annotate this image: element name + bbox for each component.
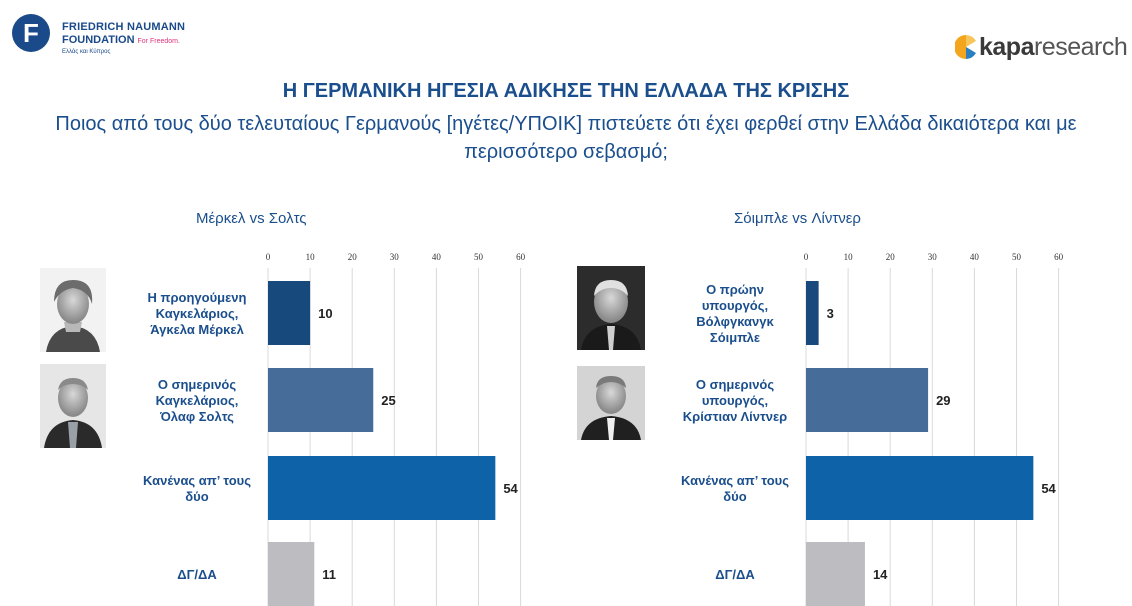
- lindner-photo: [577, 366, 645, 440]
- kapa-name-bold: kapa: [979, 33, 1034, 61]
- merkel-scholz-bar-1: [268, 368, 374, 432]
- chart-title-schauble-lindner: Σόιμπλε vs Λίντνερ: [734, 210, 861, 227]
- kapa-logo-mark: [955, 35, 976, 59]
- merkel-scholz-category-label-3: ΔΓ/ΔΑ: [177, 567, 217, 582]
- schauble-lindner-bar-1: [806, 368, 929, 432]
- fnf-name-line2-text: FOUNDATION: [62, 34, 135, 46]
- schauble-lindner-category-label-0: Ο πρώην υπουργός, Βόλφγκανγκ Σόιμπλε: [696, 282, 774, 345]
- page-subtitle: Ποιος από τους δύο τελευταίους Γερμανούς…: [55, 113, 1077, 163]
- schauble-lindner-bar-2: [806, 456, 1034, 520]
- page-title: Η ΓΕΡΜΑΝΙΚΗ ΗΓΕΣΙΑ ΑΔΙΚΗΣΕ ΤΗΝ ΕΛΛΑΔΑ ΤΗ…: [282, 80, 850, 102]
- chart-schauble-lindner: 0 10 20 30 40 50 60 3 Ο πρώην υπουργός, Βόλφγκανγκ…: [681, 252, 1064, 606]
- chart-merkel-scholz: 0 10 20 30 40 50 60 10 Η προηγούμενη Καγκελάριος,…: [143, 252, 526, 606]
- schauble-lindner-category-label-2: Κανένας απ’ τους δύο: [681, 473, 789, 504]
- merkel-scholz-tick-label-30: 30: [390, 252, 400, 262]
- schauble-lindner-tick-label-50: 50: [1012, 252, 1022, 262]
- merkel-photo: [40, 268, 106, 352]
- kapa-research-logo: kaparesearch: [955, 30, 1128, 66]
- schauble-lindner-value-label-1: 29: [936, 393, 950, 408]
- kapa-logo-text: kaparesearch: [979, 33, 1128, 62]
- fnf-name-line1: FRIEDRICH NAUMANN: [62, 21, 186, 33]
- merkel-scholz-tick-label-20: 20: [348, 252, 358, 262]
- fnf-region: Ελλάς και Κύπρος: [62, 49, 111, 55]
- merkel-scholz-tick-label-50: 50: [474, 252, 484, 262]
- merkel-scholz-category-label-1: Ο σημερινός Καγκελάριος, Όλαφ Σολτς: [156, 377, 239, 424]
- merkel-scholz-bar-0: [268, 281, 311, 345]
- fnf-tagline: For Freedom.: [137, 38, 180, 45]
- merkel-scholz-value-label-3: 11: [322, 567, 336, 582]
- schauble-lindner-value-label-0: 3: [827, 306, 834, 321]
- fnf-logo: F FRIEDRICH NAUMANN FOUNDATION For Freedo…: [10, 12, 210, 62]
- kapa-name-light: research: [1033, 33, 1128, 61]
- merkel-scholz-category-label-2: Κανένας απ’ τους δύο: [143, 473, 251, 504]
- schauble-lindner-category-label-1: Ο σημερινός υπουργός, Κρίστιαν Λίντνερ: [683, 377, 787, 424]
- merkel-scholz-value-label-2: 54: [503, 481, 518, 496]
- merkel-scholz-value-label-0: 10: [318, 306, 332, 321]
- schauble-lindner-tick-label-60: 60: [1054, 252, 1064, 262]
- merkel-scholz-tick-label-60: 60: [516, 252, 526, 262]
- merkel-scholz-bar-2: [268, 456, 496, 520]
- merkel-scholz-tick-label-10: 10: [306, 252, 316, 262]
- chart-title-merkel-scholz: Μέρκελ vs Σολτς: [196, 210, 307, 227]
- schauble-photo: [577, 266, 645, 350]
- fnf-logo-letter: F: [23, 18, 39, 48]
- merkel-scholz-tick-label-40: 40: [432, 252, 442, 262]
- schauble-lindner-tick-label-30: 30: [928, 252, 938, 262]
- merkel-scholz-tick-label-0: 0: [266, 252, 271, 262]
- schauble-lindner-tick-label-20: 20: [886, 252, 896, 262]
- scholz-photo: [40, 364, 106, 448]
- schauble-lindner-category-label-3: ΔΓ/ΔΑ: [715, 567, 755, 582]
- schauble-lindner-bar-3: [806, 542, 865, 606]
- merkel-scholz-category-label-0: Η προηγούμενη Καγκελάριος, Άγκελα Μέρκελ: [148, 290, 247, 337]
- fnf-logo-circle: [12, 14, 50, 52]
- merkel-scholz-value-label-1: 25: [381, 393, 395, 408]
- schauble-lindner-tick-label-10: 10: [844, 252, 854, 262]
- schauble-lindner-value-label-3: 14: [873, 567, 888, 582]
- schauble-lindner-tick-label-40: 40: [970, 252, 980, 262]
- schauble-lindner-tick-label-0: 0: [804, 252, 809, 262]
- schauble-lindner-bar-0: [806, 281, 819, 345]
- schauble-lindner-value-label-2: 54: [1041, 481, 1056, 496]
- merkel-scholz-bar-3: [268, 542, 315, 606]
- fnf-name-line2: FOUNDATION For Freedom.: [62, 34, 180, 46]
